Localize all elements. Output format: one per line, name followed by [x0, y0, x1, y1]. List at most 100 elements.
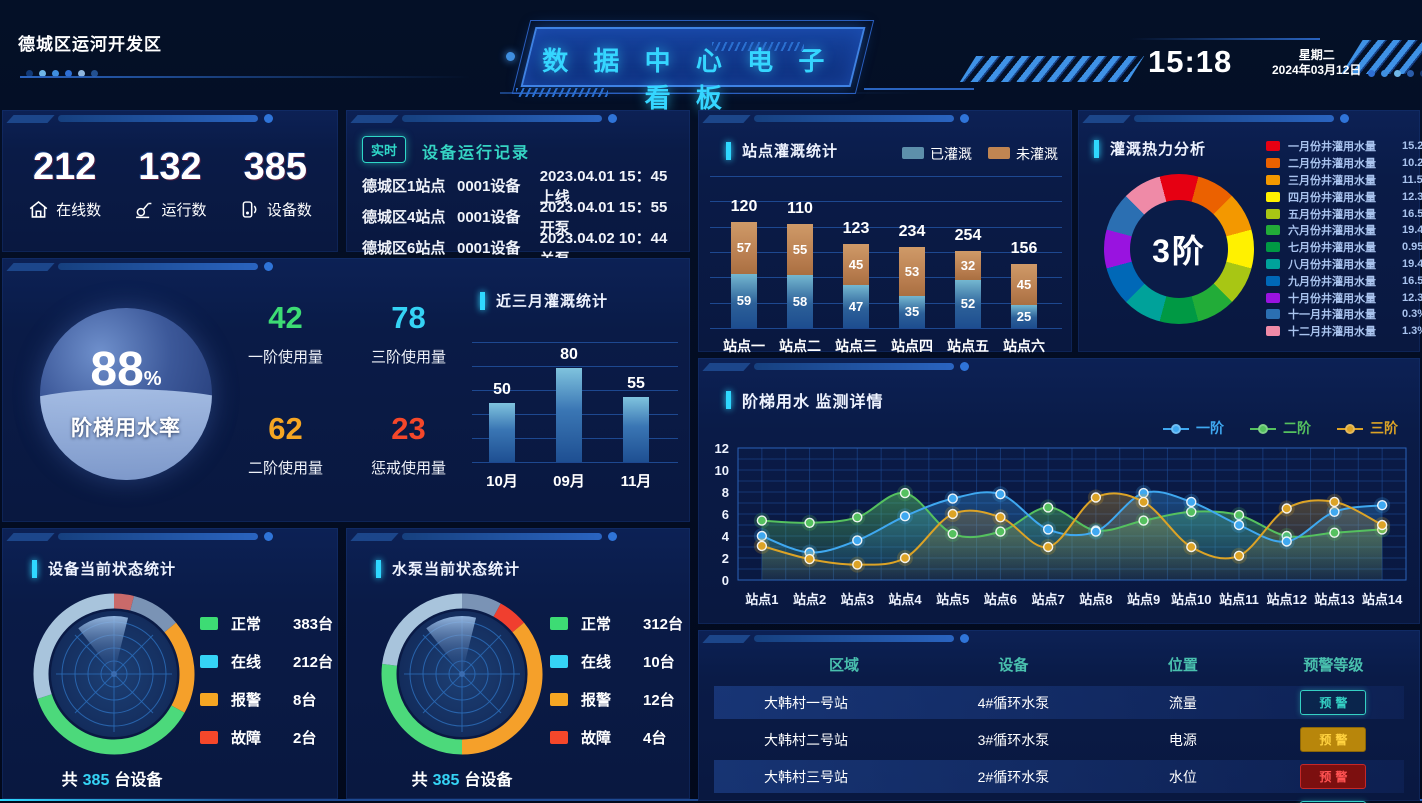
- header-left-dots: [26, 70, 98, 77]
- legend-label: 九月份井灌用水量: [1288, 275, 1376, 288]
- legend-label: 正常: [581, 615, 612, 633]
- legend-item-二阶[interactable]: 二阶: [1250, 418, 1311, 438]
- table-row[interactable]: 大韩村四号站1#循环水泵信号预警: [714, 797, 1404, 803]
- heat-legend-item[interactable]: 六月份井灌用水量 19.4%: [1266, 222, 1422, 239]
- gridline: [710, 328, 1062, 329]
- legend-chip: [902, 147, 924, 159]
- bar: [556, 368, 582, 462]
- stacked-bar: 57 59: [731, 222, 757, 328]
- log-device: 0001设备: [457, 240, 521, 257]
- warning-table: 区域 设备 位置 预警等级大韩村一号站 4#循环水泵 流量 预警 大韩村二号站 3#循环水泵 电源…: [698, 646, 1420, 803]
- table-row[interactable]: 大韩村二号站 3#循环水泵 电源 预警: [714, 723, 1404, 756]
- heat-legend-item[interactable]: 五月份井灌用水量 16.5%: [1266, 205, 1422, 222]
- device-log-rows: 德城区1站点 0001设备 2023.04.01 15：45 上线 德城区4站点 000…: [362, 168, 682, 268]
- heat-legend-item[interactable]: 一月份井灌用水量 15.2%: [1266, 138, 1422, 155]
- cell-area: 大韩村二号站: [764, 731, 848, 748]
- heat-legend-item[interactable]: 七月份井灌用水量 0.95%: [1266, 239, 1422, 256]
- legend-chip: [200, 692, 218, 706]
- online-stats-panel: 212 在线数 132 运行数 385 设备数: [2, 110, 338, 252]
- warning-badge[interactable]: 预警: [1300, 727, 1367, 752]
- banner-hatch-top: [712, 42, 804, 51]
- table-row[interactable]: 大韩村一号站 4#循环水泵 流量 预警: [714, 686, 1404, 719]
- decoration-chevron: [1095, 115, 1118, 123]
- legend-item-未灌溉[interactable]: 未灌溉: [988, 144, 1058, 164]
- status-legend-item[interactable]: 报警 12台: [550, 680, 683, 718]
- table-row[interactable]: 大韩村三号站 2#循环水泵 水位 预警: [714, 760, 1404, 793]
- header-line-tr: [1130, 38, 1320, 40]
- status-legend-item[interactable]: 故障 4台: [550, 718, 683, 756]
- decoration-chevron: [728, 115, 751, 123]
- decoration-chevron: [32, 263, 55, 271]
- status-legend-item[interactable]: 在线 212台: [200, 642, 333, 680]
- tier-water-legend: 一阶 二阶 三阶: [1163, 418, 1398, 438]
- table-header-cell: 设备: [998, 656, 1029, 674]
- legend-item-三阶[interactable]: 三阶: [1337, 418, 1398, 438]
- cell-warning: 预警: [1263, 764, 1404, 789]
- legend-chip: [1266, 242, 1280, 253]
- usage-stat: 62 二阶使用量: [224, 411, 347, 478]
- legend-label: 正常: [231, 615, 262, 633]
- heat-legend-item[interactable]: 十二月井灌用水量 1.3%: [1266, 323, 1422, 340]
- legend-value: 0.95%: [1402, 241, 1422, 254]
- pump-status-legend: 正常 312台 在线 10台 报警 12台 故障 4台: [550, 604, 683, 756]
- status-legend-item[interactable]: 报警 8台: [200, 680, 333, 718]
- usage-stat-value: 42: [268, 300, 303, 335]
- legend-item-一阶[interactable]: 一阶: [1163, 418, 1224, 438]
- bar-segment-irrigated: [843, 285, 869, 328]
- heat-legend-item[interactable]: 八月份井灌用水量 19.4%: [1266, 256, 1422, 273]
- svg-text:站点5: 站点5: [936, 592, 969, 607]
- cell-area: 大韩村一号站: [764, 694, 848, 711]
- legend-chip: [550, 654, 568, 668]
- segment-value: 47: [848, 298, 864, 314]
- cell-warning: 预警: [1263, 727, 1404, 752]
- legend-item-已灌溉[interactable]: 已灌溉: [902, 144, 972, 164]
- legend-value: 16.5%: [1402, 207, 1422, 220]
- heat-legend-item[interactable]: 三月份井灌用水量 11.5%: [1266, 172, 1422, 189]
- legend-chip: [1266, 275, 1280, 286]
- table-header-cell: 预警等级: [1303, 656, 1364, 674]
- legend-chip: [988, 147, 1010, 159]
- table-header-cell: 区域: [828, 656, 859, 674]
- status-legend-item[interactable]: 故障 2台: [200, 718, 333, 756]
- device-status-radar: [26, 586, 202, 762]
- warning-badge[interactable]: 预警: [1300, 764, 1367, 789]
- legend-label: 一阶: [1196, 420, 1224, 436]
- stat-label-row: 在线数: [28, 199, 101, 220]
- log-row: 德城区4站点 0001设备 2023.04.01 15：55 开泵: [362, 199, 682, 237]
- heat-legend-item[interactable]: 二月份井灌用水量 10.25: [1266, 155, 1422, 172]
- decoration-dot: [960, 114, 969, 123]
- log-time-action: 2023.04.01 15：45 上线: [539, 167, 668, 206]
- heat-legend-item[interactable]: 九月份井灌用水量 16.5%: [1266, 272, 1422, 289]
- legend-value: 383台: [293, 615, 334, 633]
- decoration-bar: [1134, 115, 1334, 122]
- device-log-panel: 实时 设备运行记录 德城区1站点 0001设备 2023.04.01 15：45 上…: [346, 110, 690, 268]
- svg-text:站点7: 站点7: [1032, 592, 1065, 607]
- decoration-bar: [754, 635, 954, 642]
- legend-label: 已灌溉: [930, 146, 972, 162]
- table-header-cell: 位置: [1167, 656, 1198, 674]
- device-log-title: 设备运行记录: [422, 145, 531, 162]
- pump-status-title: 水泵当前状态统计: [376, 558, 520, 579]
- svg-text:站点12: 站点12: [1266, 592, 1306, 607]
- decoration-chevron: [6, 533, 29, 541]
- usage-stat-value: 78: [391, 300, 426, 335]
- device-status-title: 设备当前状态统计: [32, 558, 176, 579]
- legend-label: 十二月井灌用水量: [1288, 326, 1376, 339]
- decoration-dot: [608, 114, 617, 123]
- status-legend-item[interactable]: 正常 383台: [200, 604, 333, 642]
- legend-value: 2台: [293, 729, 317, 747]
- status-legend-item[interactable]: 在线 10台: [550, 642, 683, 680]
- warning-badge[interactable]: 预警: [1300, 690, 1367, 715]
- status-legend-item[interactable]: 正常 312台: [550, 604, 683, 642]
- heat-donut-center: 3阶: [1130, 200, 1228, 298]
- legend-label: 在线: [231, 653, 262, 671]
- heat-legend-item[interactable]: 四月份井灌用水量 12.3%: [1266, 188, 1422, 205]
- usage-stat-label: 一阶使用量: [247, 349, 323, 366]
- bar-total: 120: [730, 198, 758, 215]
- svg-text:站点10: 站点10: [1171, 592, 1211, 607]
- bar-segment-unirrigated: [1011, 264, 1037, 305]
- heat-legend-item[interactable]: 十一月井灌用水量 0.3%: [1266, 306, 1422, 323]
- segment-value: 35: [904, 304, 920, 319]
- heat-legend-item[interactable]: 十月份井灌用水量 12.3%: [1266, 289, 1422, 306]
- legend-marker: [1337, 424, 1363, 435]
